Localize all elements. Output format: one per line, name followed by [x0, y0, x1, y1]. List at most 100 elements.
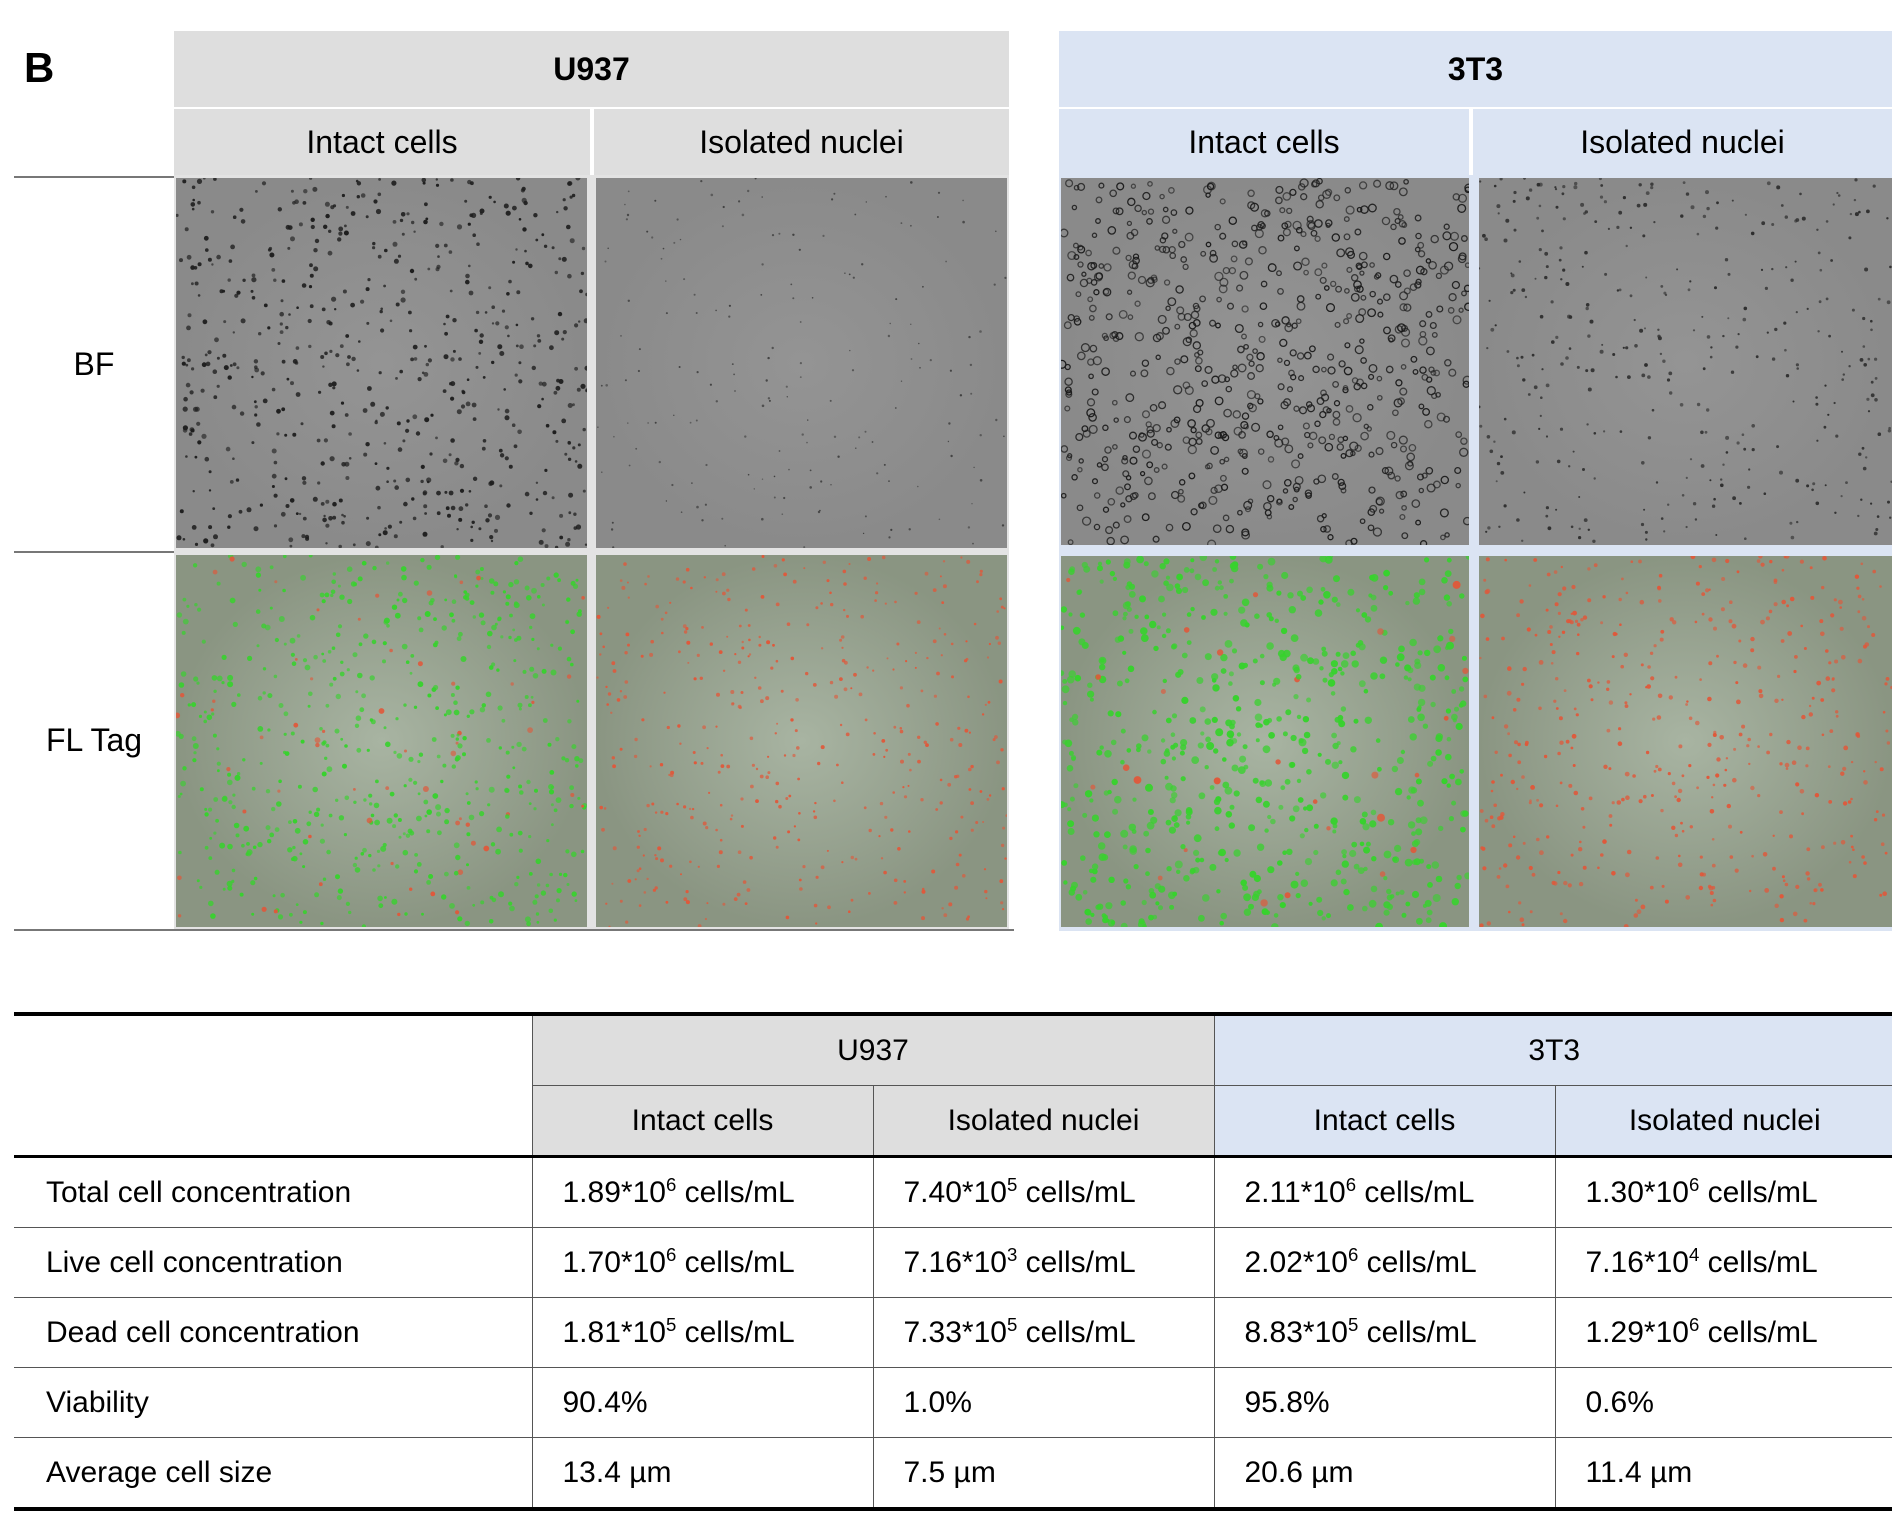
- cell-value: 1.81*10: [562, 1315, 666, 1349]
- table-row-label: Live cell concentration: [14, 1227, 532, 1298]
- cell-unit: cells/mL: [676, 1245, 795, 1279]
- cell-exponent: 5: [1347, 1313, 1359, 1335]
- cell-unit: cells/mL: [1356, 1175, 1475, 1209]
- table-cell: 8.83*105 cells/mL: [1213, 1297, 1555, 1368]
- micrograph-3t3-bf-intact-cells: [1061, 178, 1469, 545]
- table-cell: 1.29*106 cells/mL: [1554, 1297, 1892, 1368]
- table-corner-cell: [14, 1012, 532, 1086]
- table-cell: 1.30*106 cells/mL: [1554, 1156, 1892, 1228]
- table-row: Dead cell concentration 1.81*105 cells/mL…: [14, 1297, 1892, 1368]
- cell-unit: cells/mL: [1017, 1175, 1136, 1209]
- results-table: U937 3T3 Intact cells Isolated nuclei In…: [14, 1012, 1892, 1511]
- micrograph-3t3-fl-intact-cells: [1061, 556, 1469, 927]
- cell-unit: cells/mL: [1017, 1245, 1136, 1279]
- cell-value: 2.11*10: [1244, 1175, 1346, 1209]
- row-rule-top: [14, 176, 174, 178]
- table-cell: 20.6 µm: [1213, 1437, 1555, 1511]
- table-cell: 2.11*106 cells/mL: [1213, 1156, 1555, 1228]
- table-cell: 7.33*105 cells/mL: [872, 1297, 1214, 1368]
- micrograph-3t3-bf-isolated-nuclei: [1479, 178, 1892, 545]
- table-cell: 90.4%: [531, 1367, 873, 1438]
- cell-exponent: 5: [1006, 1173, 1018, 1195]
- table-row-label: Viability: [14, 1367, 532, 1438]
- cell-value: 2.02*10: [1244, 1245, 1348, 1279]
- cell-value: 7.40*10: [903, 1175, 1007, 1209]
- cell-exponent: 6: [1345, 1173, 1357, 1195]
- table-row: Live cell concentration 1.70*106 cells/mL…: [14, 1227, 1892, 1298]
- table-row-label: Average cell size: [14, 1437, 532, 1511]
- group-header-3t3: 3T3: [1059, 31, 1892, 107]
- table-sub-3t3-nuclei: Isolated nuclei: [1554, 1085, 1892, 1158]
- cell-value: 90.4%: [562, 1385, 648, 1419]
- table-group-u937: U937: [531, 1012, 1214, 1086]
- table-row: Viability 90.4% 1.0% 95.8% 0.6%: [14, 1367, 1892, 1438]
- cell-value: 7.5 µm: [903, 1455, 996, 1489]
- cell-value: 1.89*10: [562, 1175, 666, 1209]
- table-corner-cell-2: [14, 1085, 532, 1158]
- table-row: Total cell concentration 1.89*106 cells/m…: [14, 1156, 1892, 1228]
- cell-exponent: 6: [1688, 1173, 1700, 1195]
- table-cell: 11.4 µm: [1554, 1437, 1892, 1511]
- table-row-label: Dead cell concentration: [14, 1297, 532, 1368]
- cell-exponent: 3: [1006, 1243, 1018, 1265]
- group-header-u937: U937: [174, 31, 1009, 107]
- cell-value: 7.33*10: [903, 1315, 1007, 1349]
- table-cell: 7.5 µm: [872, 1437, 1214, 1511]
- cell-value: 95.8%: [1244, 1385, 1330, 1419]
- table-sub-u937-nuclei: Isolated nuclei: [872, 1085, 1214, 1158]
- cell-exponent: 6: [665, 1243, 677, 1265]
- row-rule-bottom: [14, 929, 1014, 931]
- subheader-u937-intact: Intact cells: [174, 109, 590, 175]
- subheader-u937-nuclei: Isolated nuclei: [594, 109, 1009, 175]
- panel-label: B: [24, 44, 55, 91]
- cell-unit: cells/mL: [1699, 1175, 1818, 1209]
- cell-value: 7.16*10: [903, 1245, 1007, 1279]
- table-cell: 1.0%: [872, 1367, 1214, 1438]
- table-row: Average cell size 13.4 µm 7.5 µm 20.6 µm 11.…: [14, 1437, 1892, 1511]
- cell-unit: cells/mL: [676, 1175, 795, 1209]
- cell-unit: cells/mL: [1699, 1245, 1818, 1279]
- table-cell: 1.70*106 cells/mL: [531, 1227, 873, 1298]
- cell-exponent: 5: [665, 1313, 677, 1335]
- subheader-3t3-nuclei: Isolated nuclei: [1473, 109, 1892, 175]
- cell-exponent: 6: [1347, 1243, 1359, 1265]
- cell-value: 8.83*10: [1244, 1315, 1348, 1349]
- cell-value: 1.30*10: [1585, 1175, 1689, 1209]
- cell-value: 20.6 µm: [1244, 1455, 1354, 1489]
- micrograph-u937-fl-isolated-nuclei: [596, 555, 1007, 927]
- cell-unit: cells/mL: [1017, 1315, 1136, 1349]
- cell-unit: cells/mL: [1358, 1245, 1477, 1279]
- row-label-fl-tag: FL Tag: [45, 722, 143, 758]
- row-rule-mid: [14, 551, 174, 553]
- cell-exponent: 5: [1006, 1313, 1018, 1335]
- table-cell: 95.8%: [1213, 1367, 1555, 1438]
- cell-unit: cells/mL: [676, 1315, 795, 1349]
- cell-value: 11.4 µm: [1585, 1455, 1693, 1489]
- micrograph-u937-bf-isolated-nuclei: [596, 178, 1007, 548]
- table-cell: 13.4 µm: [531, 1437, 873, 1511]
- cell-value: 1.0%: [903, 1385, 972, 1419]
- cell-value: 0.6%: [1585, 1385, 1654, 1419]
- subheader-3t3-intact: Intact cells: [1059, 109, 1469, 175]
- cell-exponent: 6: [665, 1173, 677, 1195]
- table-cell: 7.16*103 cells/mL: [872, 1227, 1214, 1298]
- table-cell: 0.6%: [1554, 1367, 1892, 1438]
- table-cell: 7.40*105 cells/mL: [872, 1156, 1214, 1228]
- row-label-bf: BF: [73, 345, 115, 382]
- cell-exponent: 6: [1688, 1313, 1700, 1335]
- table-sub-u937-intact: Intact cells: [531, 1085, 873, 1158]
- table-row-label: Total cell concentration: [14, 1156, 532, 1228]
- table-group-3t3: 3T3: [1213, 1012, 1892, 1086]
- cell-value: 13.4 µm: [562, 1455, 672, 1489]
- table-cell: 1.81*105 cells/mL: [531, 1297, 873, 1368]
- cell-exponent: 4: [1688, 1243, 1700, 1265]
- cell-value: 1.70*10: [562, 1245, 666, 1279]
- table-cell: 1.89*106 cells/mL: [531, 1156, 873, 1228]
- table-cell: 2.02*106 cells/mL: [1213, 1227, 1555, 1298]
- cell-unit: cells/mL: [1358, 1315, 1477, 1349]
- cell-value: 1.29*10: [1585, 1315, 1689, 1349]
- table-sub-3t3-intact: Intact cells: [1213, 1085, 1555, 1158]
- cell-value: 7.16*10: [1585, 1245, 1689, 1279]
- cell-unit: cells/mL: [1699, 1315, 1818, 1349]
- micrograph-u937-fl-intact-cells: [176, 555, 587, 927]
